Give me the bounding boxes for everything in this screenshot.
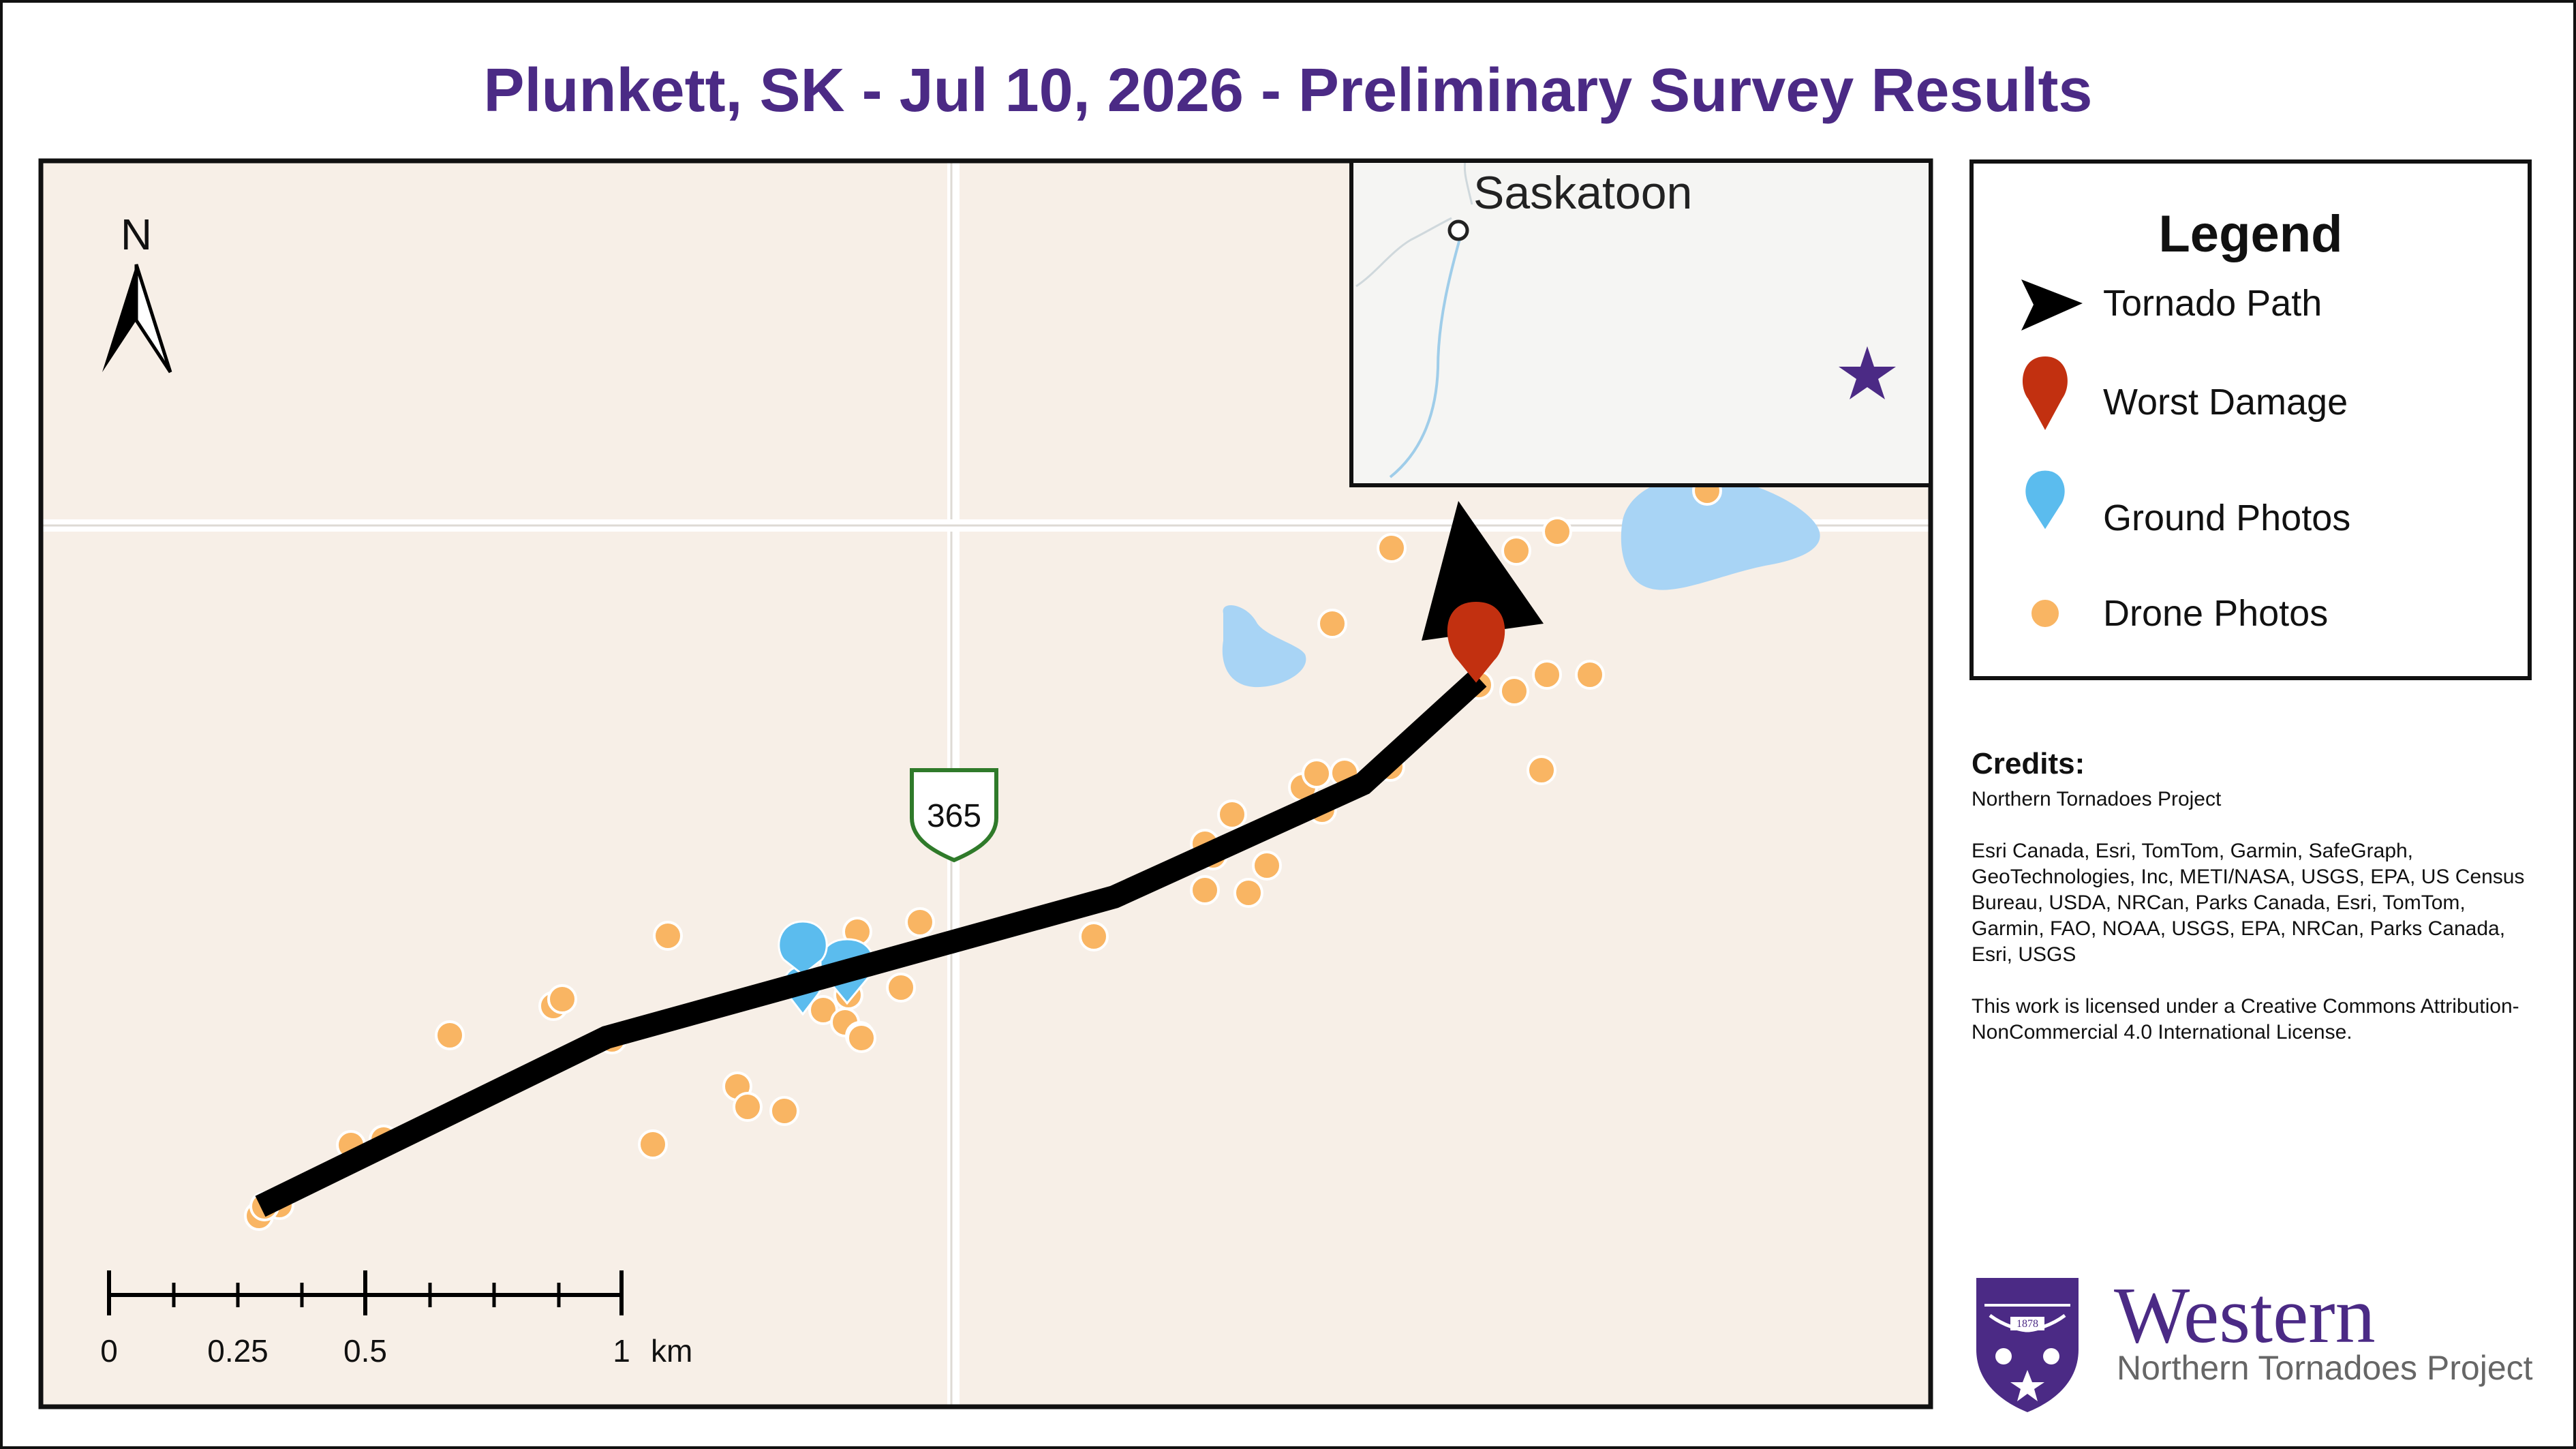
drone-photo-point[interactable] <box>435 1020 465 1050</box>
drone-photo-point[interactable] <box>905 907 935 937</box>
orange-dot-icon <box>2029 597 2061 630</box>
scale-label-0-5: 0.5 <box>343 1333 387 1369</box>
drone-photo-point[interactable] <box>886 973 916 1003</box>
inset-background <box>1351 161 1931 485</box>
inset-boundary-line <box>1355 217 1452 288</box>
arrow-icon <box>2021 279 2083 331</box>
legend-label-worst-damage: Worst Damage <box>2103 382 2348 423</box>
scale-label-1: 1 <box>613 1333 630 1369</box>
scale-label-0-25: 0.25 <box>207 1333 269 1369</box>
drone-photo-point[interactable] <box>1377 533 1407 563</box>
drone-photo-point[interactable] <box>1532 660 1562 690</box>
university-shield-icon: 1878 <box>1976 1278 2079 1412</box>
legend-title: Legend <box>2158 205 2343 263</box>
scale-label-0: 0 <box>100 1333 118 1369</box>
credits-line-license: This work is licensed under a Creative C… <box>1972 995 2519 1043</box>
drone-photo-point[interactable] <box>1527 755 1557 785</box>
drone-photo-point[interactable] <box>1499 676 1529 706</box>
credits-line-project: Northern Tornadoes Project <box>1972 788 2222 810</box>
page-title: Plunkett, SK - Jul 10, 2026 - Preliminar… <box>483 57 2093 125</box>
legend-label-tornado-path: Tornado Path <box>2103 283 2322 324</box>
worst-damage-pin[interactable] <box>1447 601 1505 683</box>
north-arrow-light-half <box>134 264 172 373</box>
credits: Credits: Northern Tornadoes Project Esri… <box>1972 747 2530 1071</box>
red-pin-icon <box>2023 356 2068 430</box>
highway-shield: 365 <box>910 768 998 863</box>
legend: Legend Tornado Path Worst Damage Ground … <box>1969 159 2532 680</box>
drone-photos-layer <box>244 476 1722 1231</box>
legend-item-drone-photos: Drone Photos <box>1974 576 2528 651</box>
north-arrow-dark-half <box>102 264 136 372</box>
legend-item-tornado-path: Tornado Path <box>1974 266 2528 341</box>
legend-item-ground-photos: Ground Photos <box>1974 468 2528 555</box>
credits-line-sources: Esri Canada, Esri, TomTom, Garmin, SafeG… <box>1972 840 2525 966</box>
north-arrow: N <box>102 210 172 373</box>
drone-photo-point[interactable] <box>1233 878 1263 908</box>
drone-photo-point[interactable] <box>1252 851 1282 881</box>
drone-photo-point[interactable] <box>1079 921 1109 951</box>
drone-photo-point[interactable] <box>846 1023 876 1053</box>
legend-label-drone-photos: Drone Photos <box>2103 593 2329 634</box>
shield-year: 1878 <box>2017 1318 2038 1330</box>
drone-photo-point[interactable] <box>1317 609 1347 639</box>
credits-title: Credits: <box>1972 747 2085 780</box>
north-label: N <box>121 210 152 259</box>
scale-unit: km <box>651 1333 692 1369</box>
drone-photo-point[interactable] <box>733 1092 763 1122</box>
inset-river <box>1389 231 1463 478</box>
saskatoon-city-marker <box>1447 219 1469 241</box>
drone-photo-point[interactable] <box>1302 759 1332 789</box>
legend-label-ground-photos: Ground Photos <box>2103 498 2351 538</box>
inset-road <box>1463 160 1473 205</box>
drone-photo-point[interactable] <box>638 1129 668 1159</box>
tornado-path-arrowhead <box>1422 501 1544 641</box>
tornado-path-line[interactable] <box>255 669 1487 1217</box>
drone-photo-point[interactable] <box>1575 660 1605 690</box>
highway-shield-number: 365 <box>927 798 981 834</box>
scale-bar: 0 0.25 0.5 1 km <box>100 1270 692 1369</box>
logo-name: Western <box>2114 1270 2376 1360</box>
slough-east <box>1621 476 1820 590</box>
drone-photo-point[interactable] <box>1190 875 1220 905</box>
map-frame <box>38 158 1933 1409</box>
inset-map[interactable]: Saskatoon <box>1349 159 1933 487</box>
star-icon <box>1839 346 1896 399</box>
drone-photo-point[interactable] <box>1217 799 1247 829</box>
inset-city-label: Saskatoon <box>1473 167 1692 219</box>
blue-pin-icon <box>2023 468 2067 533</box>
drone-photo-point[interactable] <box>653 921 683 951</box>
logo-subtitle: Northern Tornadoes Project <box>2117 1349 2533 1387</box>
legend-item-worst-damage: Worst Damage <box>1974 356 2528 440</box>
drone-photo-point[interactable] <box>547 984 577 1014</box>
drone-photo-point[interactable] <box>769 1096 799 1126</box>
drone-photo-point[interactable] <box>1542 517 1572 547</box>
drone-photo-point[interactable] <box>1501 536 1531 566</box>
western-logo: 1878 Western Northern Tornadoes Project <box>1969 1270 2542 1418</box>
inset-frame <box>1349 159 1933 487</box>
pond-west <box>1222 605 1306 688</box>
